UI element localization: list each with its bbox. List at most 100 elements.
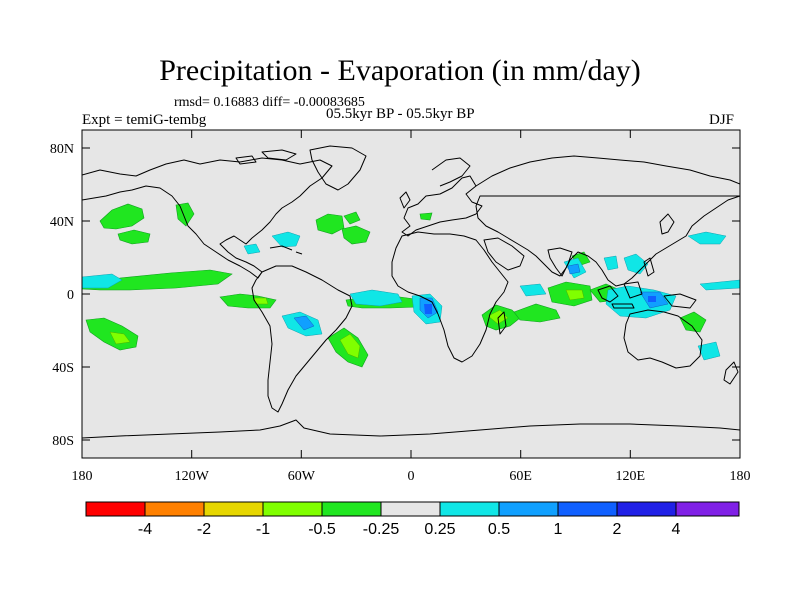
anomaly-mediterranean [419,212,433,221]
colorbar-box-8 [498,501,559,517]
x-tick-60w: 60W [288,469,316,484]
colorbar-boxes [85,501,740,517]
colorbar-box-5 [321,501,382,517]
coast-india [547,247,573,277]
anomaly-north-indian-core [567,263,581,275]
coast-borneo [623,281,643,299]
season-label: DJF [709,112,735,128]
coast-british-isles [399,191,411,209]
colorbar-label-6: 0.25 [424,521,455,538]
colorbar-box-1 [85,501,146,517]
colorbar-box-3 [203,501,264,517]
colorbar-label-4: -0.5 [308,521,336,538]
anomaly-west-pacific-pos [687,231,727,245]
x-tick-180e: 180 [730,469,751,484]
stats-text: rmsd= 0.16883 diff= -0.00083685 [174,95,365,110]
colorbar-box-11 [675,501,740,517]
coast-madagascar [497,311,507,335]
coast-philippines [643,257,655,277]
colorbar-label-5: -0.25 [363,521,400,538]
colorbar-label-10: 4 [672,521,681,538]
colorbar-label-9: 2 [613,521,622,538]
period-label: 05.5kyr BP - 05.5kyr BP [326,106,475,122]
colorbar-box-10 [616,501,677,517]
y-tick-40n: 40N [50,215,74,230]
colorbar-box-9 [557,501,618,517]
y-axis-ticks [82,147,740,441]
x-axis-ticks [81,130,741,458]
x-tick-120e: 120E [616,469,646,484]
anomaly-northeast-pacific [175,202,195,227]
coast-europe [401,175,483,237]
anomaly-north-pacific [99,203,145,230]
anomaly-indian-core [565,289,585,301]
colorbar-label-7: 0.5 [488,521,510,538]
colorbar-box-4 [262,501,323,517]
coast-asia [475,155,740,287]
coast-africa [391,231,509,363]
x-axis-labels: 180 120W 60W 0 60E 120E 180 [72,469,751,484]
colorbar-label-3: -1 [256,521,270,538]
coast-arabia [483,237,525,271]
coast-new-guinea [663,293,697,309]
anomaly-sa-convergence-core [339,333,361,359]
anomaly-indian-ocean-1 [513,303,561,323]
chart-title: Precipitation - Evaporation (in mm/day) [159,54,641,87]
colorbar-labels: -4 -2 -1 -0.5 -0.25 0.25 0.5 1 2 4 [138,521,681,538]
coast-south-america [251,265,353,413]
x-tick-60e: 60E [509,469,532,484]
anomaly-south-america-north [219,293,277,309]
x-tick-180w: 180 [72,469,93,484]
anomaly-tropical-atlantic-pos [349,289,403,307]
peak-positive-group [424,296,656,314]
y-tick-0: 0 [67,288,74,303]
coastlines [82,145,740,439]
coast-sumatra [597,285,619,303]
coast-arctic-islands [235,149,297,165]
anomaly-atlantic-2 [341,225,371,245]
coast-java [611,303,635,309]
coast-new-zealand [723,361,739,385]
y-tick-80s: 80S [52,434,74,449]
anomaly-atlantic-1 [315,213,345,235]
x-tick-0: 0 [408,469,415,484]
anomaly-southeast-pacific-core [293,315,315,331]
coast-australia [623,309,703,369]
anomaly-pacific-core [109,331,131,345]
anomaly-arabian-sea [519,283,547,297]
colorbar-label-2: -2 [197,521,211,538]
anomaly-coral-sea [697,341,721,361]
colorbar-label-8: 1 [554,521,563,538]
anomaly-southwest-pacific [679,311,707,333]
positive-anomaly-group [82,231,740,361]
coast-caribbean [269,245,303,255]
anomaly-congo-peak [424,304,432,314]
y-tick-40s: 40S [52,361,74,376]
coast-japan [659,213,675,235]
anomaly-pacific-band [82,269,233,291]
y-tick-80n: 80N [50,142,74,157]
coast-scandinavia [431,157,471,187]
anomaly-east-pacific-itcz [82,273,123,289]
colorbar: -4 -2 -1 -0.5 -0.25 0.25 0.5 1 2 4 [85,501,740,538]
colorbar-box-6 [380,501,441,517]
x-tick-120w: 120W [175,469,210,484]
experiment-label: Expt = temiG-tembg [82,112,207,128]
colorbar-box-2 [144,501,205,517]
anomaly-maritime-peak [648,296,656,302]
coast-antarctica [82,419,740,439]
anomaly-east-asia [623,253,649,275]
coast-greenland [309,145,367,191]
y-axis-labels: 80N 40N 0 40S 80S [50,142,74,449]
anomaly-caribbean [271,231,301,248]
coast-north-america [82,157,333,279]
anomaly-bay-bengal [603,255,619,271]
anomaly-atlantic-3 [343,211,361,225]
anomaly-fields [82,202,740,368]
anomaly-central-pacific [699,279,740,291]
colorbar-label-1: -4 [138,521,152,538]
anomaly-north-pacific-2 [117,229,151,245]
anomaly-gulf [243,243,261,255]
colorbar-box-7 [439,501,500,517]
